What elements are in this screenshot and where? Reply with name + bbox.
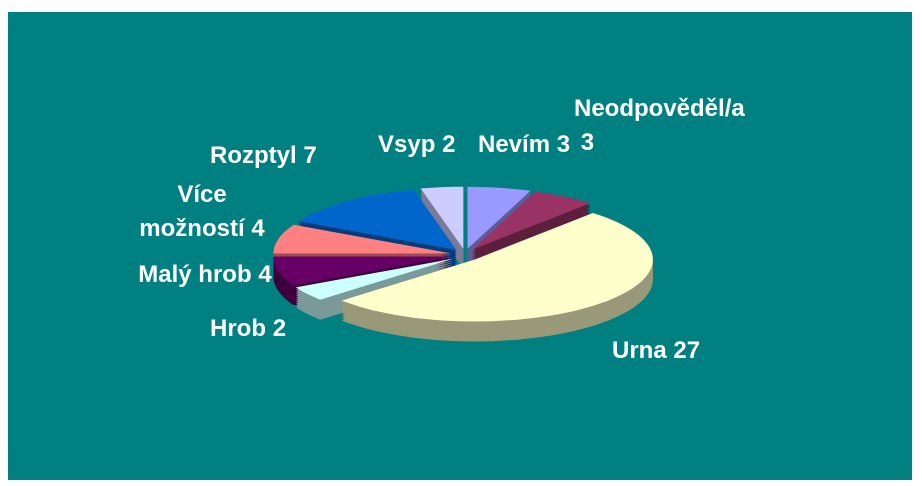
slice-label: Nevím 3 [478, 128, 618, 162]
slice-label: Více možností 4 [116, 178, 288, 246]
category-name: Hrob [210, 315, 266, 342]
slice-label: Urna 27 [612, 334, 772, 368]
category-name: Vsyp [378, 131, 436, 158]
chart: Nevím 3 Neodpověděl/a3 Urna 27 Hrob 2 Malý hrob… [8, 12, 912, 480]
slice-label: Rozptyl 7 [210, 139, 370, 173]
value-label: 7 [303, 142, 317, 169]
slice [273, 256, 452, 286]
slice [295, 258, 454, 300]
category-name: Nevím [478, 131, 551, 158]
slice-label: Malý hrob 4 [130, 258, 280, 292]
value-label: 4 [251, 215, 265, 242]
value-label: 3 [580, 129, 595, 156]
value-label: 2 [272, 315, 287, 342]
category-name: Rozptyl [210, 142, 297, 169]
slice [298, 189, 457, 251]
category-name: Více možností [139, 181, 245, 242]
value-label: 2 [442, 131, 456, 158]
value-label: 4 [258, 261, 272, 288]
slice-label: Vsyp 2 [378, 128, 488, 162]
slice [341, 213, 653, 322]
category-name: Malý hrob [138, 261, 252, 288]
slice [467, 186, 531, 249]
category-name: Neodpověděl/a [574, 95, 745, 122]
value-label: 27 [673, 337, 701, 364]
slice [420, 186, 464, 249]
pie-chart [273, 186, 653, 342]
value-label: 3 [556, 131, 571, 158]
slice [472, 191, 591, 250]
slice-label: Hrob 2 [210, 312, 330, 346]
slice [273, 224, 452, 254]
category-name: Urna [612, 337, 667, 364]
slice-label: Neodpověděl/a 3 [574, 92, 752, 160]
